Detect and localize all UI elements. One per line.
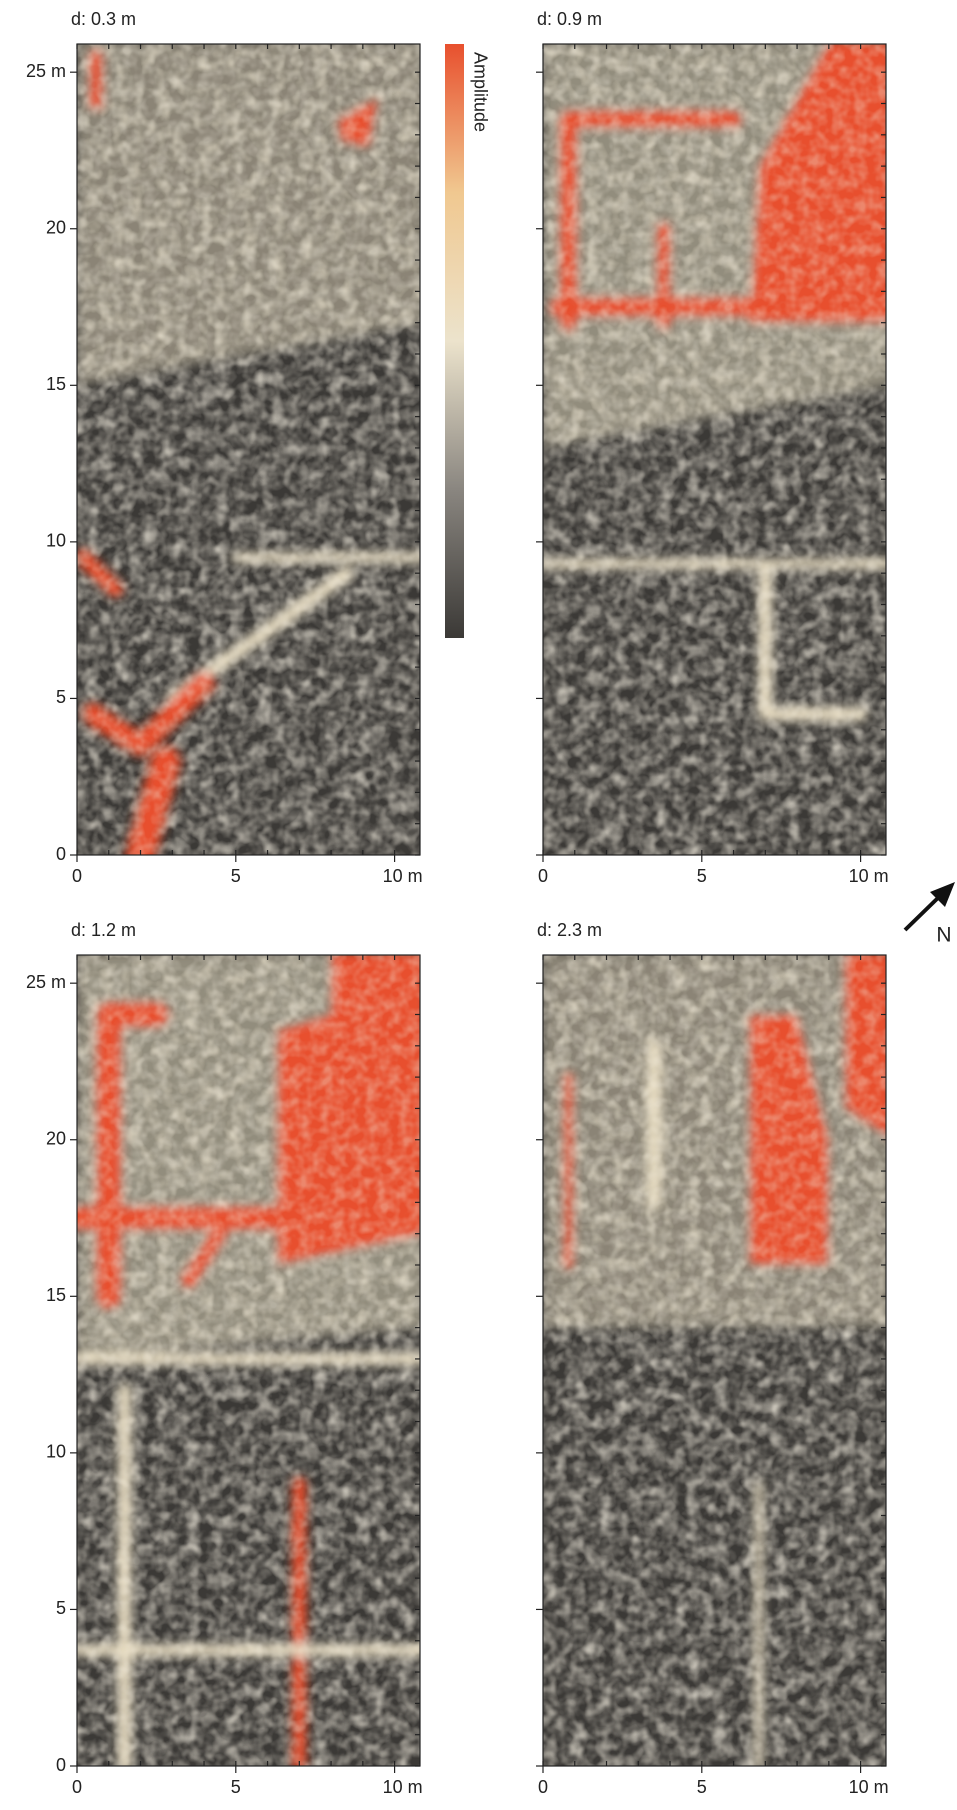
frame: [76, 954, 421, 1767]
colorbar-label: Amplitude: [470, 52, 490, 132]
x-tick-label: 5: [231, 866, 241, 886]
north-label: N: [936, 924, 951, 947]
x-tick-label: 5: [231, 1777, 241, 1797]
panel-title: d: 2.3 m: [537, 920, 602, 940]
y-tick-label: 10: [46, 531, 66, 551]
x-tick-label: 0: [538, 1777, 548, 1797]
image-noise: [543, 955, 886, 1766]
y-tick-label: 20: [46, 1128, 66, 1148]
colorbar: [445, 44, 464, 638]
y-tick-label: 5: [56, 1598, 66, 1618]
y-tick-label: 0: [56, 844, 66, 864]
x-tick-label: 5: [697, 1777, 707, 1797]
image-noise: [543, 44, 886, 855]
panel-title: d: 0.9 m: [537, 9, 602, 29]
y-tick-label: 0: [56, 1755, 66, 1775]
y-tick-label: 10: [46, 1442, 66, 1462]
x-tick-label: 10 m: [849, 866, 889, 886]
y-tick-label: 5: [56, 687, 66, 707]
radar-image: [543, 955, 886, 1766]
frame: [76, 43, 421, 856]
x-tick-label: 10 m: [849, 1777, 889, 1797]
image-noise: [77, 44, 420, 855]
radar-image: [543, 44, 886, 855]
y-tick-label: 25 m: [26, 972, 66, 992]
x-tick-label: 10 m: [383, 866, 423, 886]
frame: [542, 954, 887, 1767]
radar-image: [77, 955, 420, 1766]
y-tick-label: 15: [46, 374, 66, 394]
x-tick-label: 0: [72, 1777, 82, 1797]
x-tick-label: 10 m: [383, 1777, 423, 1797]
x-tick-label: 0: [538, 866, 548, 886]
panel-title: d: 0.3 m: [71, 9, 136, 29]
frame: [542, 43, 887, 856]
y-tick-label: 25 m: [26, 61, 66, 81]
image-noise: [77, 955, 420, 1766]
panel-title: d: 1.2 m: [71, 920, 136, 940]
north-arrow: N: [903, 882, 955, 947]
y-tick-label: 20: [46, 217, 66, 237]
y-tick-label: 15: [46, 1285, 66, 1305]
x-tick-label: 5: [697, 866, 707, 886]
x-tick-label: 0: [72, 866, 82, 886]
radar-image: [77, 44, 420, 855]
